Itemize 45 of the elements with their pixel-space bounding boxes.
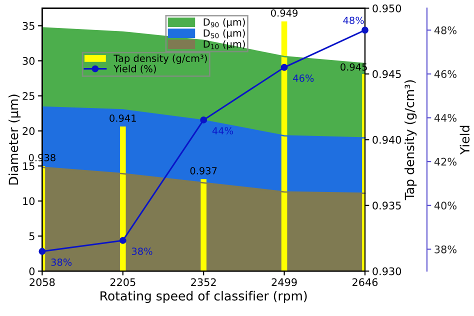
data-label: 48% — [343, 16, 364, 24]
y3-tick-label: 48% — [434, 26, 456, 34]
y-tick-label: 30 — [22, 57, 35, 65]
y-tick-label: 5 — [29, 232, 34, 240]
legend-label: Yield (%) — [114, 64, 156, 74]
x-tick-label: 2205 — [110, 278, 136, 286]
y2-tick-label: 0.940 — [372, 136, 402, 144]
data-label: 38% — [51, 258, 72, 266]
point — [38, 248, 46, 255]
y3-tick-label: 42% — [434, 158, 456, 166]
legend-label: D$_{50}$ (μm) — [204, 29, 245, 39]
y3-tick-label: 46% — [434, 70, 456, 78]
data-label: 0.937 — [190, 167, 217, 174]
y2-tick-label: 0.945 — [372, 70, 401, 78]
data-label: 44% — [212, 127, 233, 134]
y-tick-label: 0 — [29, 267, 35, 276]
x-axis-title: Rotating speed of classifier (rpm) — [100, 290, 307, 304]
data-label: 38% — [132, 248, 152, 255]
y3-tick-label: 44% — [434, 114, 456, 122]
x-tick-label: 2499 — [272, 278, 297, 286]
data-label: 0.941 — [110, 114, 136, 122]
point — [280, 64, 288, 71]
y-tick-label: 10 — [23, 197, 35, 206]
y2-tick-label: 0.935 — [372, 202, 401, 210]
y-axis-title: Diameter (μm) — [8, 94, 21, 185]
y-tick-label: 15 — [23, 162, 34, 170]
y3-tick-label: 40% — [434, 202, 456, 210]
point — [119, 236, 126, 244]
legend-label: Tap density (g/cm³) — [114, 54, 207, 64]
y3-tick-label: 38% — [434, 245, 456, 254]
y2-axis-title: Tap density (g/cm³) — [404, 80, 417, 200]
point — [200, 116, 208, 124]
y2-tick-label: 0.950 — [372, 4, 402, 12]
x-tick-label: 2058 — [30, 278, 55, 286]
y-tick-label: 25 — [22, 92, 34, 100]
point — [362, 26, 368, 34]
x-tick-label: 2352 — [191, 278, 216, 286]
y2-tick-label: 0.930 — [372, 267, 402, 276]
y-tick-label: 20 — [22, 127, 35, 136]
data-label: 46% — [293, 74, 314, 82]
y-tick-label: 35 — [22, 22, 34, 30]
y3-axis-title: Yield — [460, 126, 470, 155]
x-tick-label: 2646 — [352, 278, 378, 286]
legend-label: D$_{90}$ (μm) — [204, 18, 245, 28]
data-label: 0.949 — [271, 9, 298, 17]
